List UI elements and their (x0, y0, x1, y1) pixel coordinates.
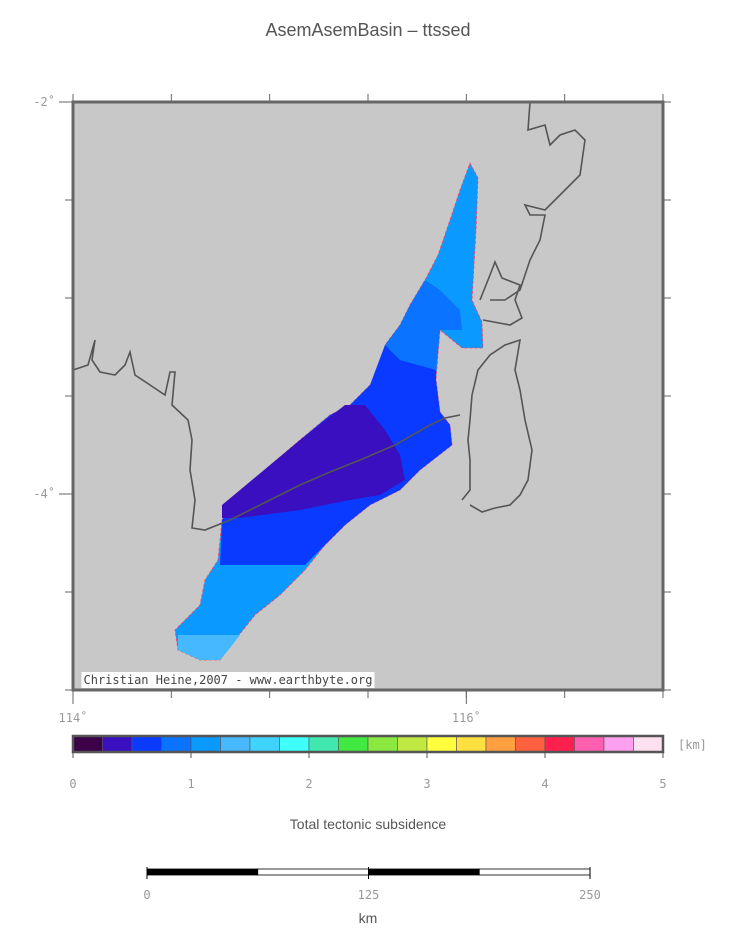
title: AsemAsemBasin – ttssed (265, 20, 470, 40)
colorbar-cell (544, 735, 575, 753)
lon-tick-label: 116˚ (452, 710, 481, 725)
colorbar-cell (456, 735, 487, 753)
lat-tick-label: -4˚ (33, 486, 55, 501)
coastline (72, 101, 586, 531)
scalebar-segment (146, 868, 259, 876)
scalebar-segment (478, 868, 591, 876)
colorbar-cell (574, 735, 605, 753)
colorbar-cell (131, 735, 162, 753)
colorbar-cell (249, 735, 280, 753)
colorbar-cell (515, 735, 546, 753)
lat-tick-label: -2˚ (33, 94, 55, 109)
scalebar-segment (257, 868, 369, 876)
colorbar-label: Total tectonic subsidence (290, 816, 447, 832)
scalebar-tick-label: 250 (579, 888, 601, 902)
colorbar-cell (485, 735, 516, 753)
colorbar-tick-label: 3 (423, 777, 430, 791)
colorbar-frame (71, 734, 665, 754)
colorbar-cell (102, 735, 133, 753)
scalebar-tick-label: 125 (358, 888, 380, 902)
colorbar-cell (367, 735, 398, 753)
colorbar-cell (308, 735, 339, 753)
credit-background (81, 672, 375, 688)
credit: Christian Heine,2007 - www.earthbyte.org (84, 673, 373, 687)
lon-tick-label: 114˚ (59, 710, 88, 725)
colorbar-cell (397, 735, 428, 753)
colorbar-cell (603, 735, 634, 753)
colorbar-cell (338, 735, 369, 753)
scalebar-tick-label: 0 (143, 888, 150, 902)
scalebar-unit: km (359, 910, 378, 926)
colorbar-cell (426, 735, 457, 753)
colorbar-cell (279, 735, 310, 753)
colorbar-cell (161, 735, 192, 753)
scalebar-segment (368, 868, 480, 876)
colorbar-cell (72, 735, 103, 753)
colorbar-cell (633, 735, 664, 753)
colorbar-tick-label: 2 (305, 777, 312, 791)
colorbar-unit: [km] (678, 738, 707, 752)
colorbar-tick-label: 0 (69, 777, 76, 791)
colorbar-cell (220, 735, 251, 753)
colorbar-tick-label: 4 (541, 777, 548, 791)
colorbar-cell (190, 735, 221, 753)
colorbar-tick-label: 5 (659, 777, 666, 791)
basin (174, 162, 484, 661)
colorbar-tick-label: 1 (187, 777, 194, 791)
